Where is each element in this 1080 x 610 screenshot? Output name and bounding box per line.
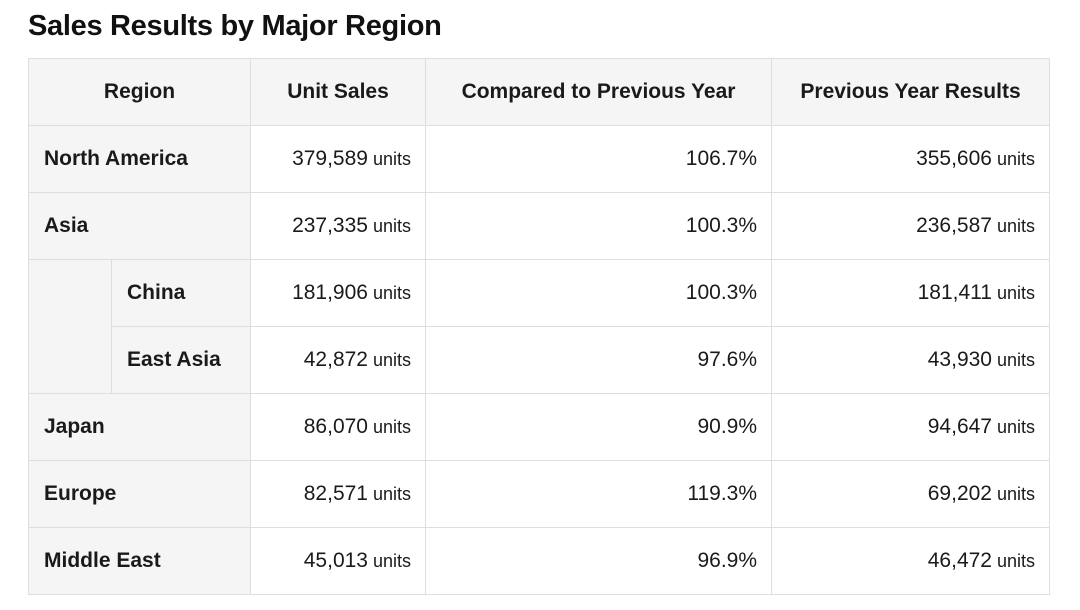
table-row: China 181,906 units 100.3% 181,411 units <box>28 259 1051 394</box>
unit-sales-cell: 181,906 units <box>250 259 427 327</box>
unit-suffix: units <box>996 551 1036 571</box>
previous-cell: 69,202 units <box>771 460 1051 528</box>
table-row: East Asia 42,872 units 97.6% 43,930 units <box>29 326 1051 394</box>
previous-value: 355,606 <box>916 147 992 170</box>
compared-cell: 96.9% <box>425 527 773 595</box>
region-cell: Europe <box>27 460 252 528</box>
unit-sales-cell: 45,013 units <box>250 527 427 595</box>
unit-sales-cell: 42,872 units <box>250 326 427 394</box>
region-group-spacer <box>28 259 112 394</box>
previous-value: 236,587 <box>916 214 992 237</box>
unit-sales-cell: 237,335 units <box>250 192 427 260</box>
subregion-cell: China <box>110 259 252 327</box>
unit-sales-value: 45,013 <box>303 549 368 572</box>
previous-value: 43,930 <box>927 348 992 371</box>
page-title: Sales Results by Major Region <box>28 10 442 42</box>
previous-cell: 355,606 units <box>771 125 1051 193</box>
compared-cell: 119.3% <box>425 460 773 528</box>
unit-sales-value: 42,872 <box>303 348 368 371</box>
table-row: Europe 82,571 units 119.3% 69,202 units <box>27 460 1051 528</box>
unit-sales-value: 181,906 <box>292 281 368 304</box>
unit-suffix: units <box>996 283 1036 303</box>
previous-cell: 94,647 units <box>771 393 1051 461</box>
unit-suffix: units <box>372 350 412 370</box>
unit-suffix: units <box>996 484 1036 504</box>
table-header-row: Region Unit Sales Compared to Previous Y… <box>27 58 1051 126</box>
unit-sales-value: 82,571 <box>303 482 368 505</box>
unit-suffix: units <box>372 149 412 169</box>
unit-suffix: units <box>372 551 412 571</box>
table-row: Asia 237,335 units 100.3% 236,587 units <box>27 192 1051 260</box>
region-cell: North America <box>27 125 252 193</box>
header-compared: Compared to Previous Year <box>425 58 773 126</box>
unit-suffix: units <box>996 216 1036 236</box>
previous-cell: 46,472 units <box>771 527 1051 595</box>
unit-sales-cell: 379,589 units <box>250 125 427 193</box>
table-row: Japan 86,070 units 90.9% 94,647 units <box>27 393 1051 461</box>
unit-sales-value: 237,335 <box>292 214 368 237</box>
unit-sales-cell: 82,571 units <box>250 460 427 528</box>
compared-cell: 90.9% <box>425 393 773 461</box>
unit-sales-value: 86,070 <box>303 415 368 438</box>
table-row: Middle East 45,013 units 96.9% 46,472 unit… <box>27 527 1051 595</box>
header-unit-sales: Unit Sales <box>250 58 427 126</box>
region-cell: Middle East <box>27 527 252 595</box>
unit-sales-cell: 86,070 units <box>250 393 427 461</box>
unit-suffix: units <box>996 350 1036 370</box>
header-region: Region <box>27 58 252 126</box>
previous-cell: 181,411 units <box>771 259 1051 327</box>
header-previous: Previous Year Results <box>771 58 1051 126</box>
unit-sales-value: 379,589 <box>292 147 368 170</box>
unit-suffix: units <box>372 484 412 504</box>
region-cell: Japan <box>27 393 252 461</box>
unit-suffix: units <box>996 149 1036 169</box>
sales-table: Region Unit Sales Compared to Previous Y… <box>27 58 1051 595</box>
subregion-cell: East Asia <box>110 326 252 394</box>
compared-cell: 106.7% <box>425 125 773 193</box>
unit-suffix: units <box>372 417 412 437</box>
compared-cell: 100.3% <box>425 259 773 327</box>
unit-suffix: units <box>372 283 412 303</box>
previous-value: 181,411 <box>917 281 992 304</box>
unit-suffix: units <box>996 417 1036 437</box>
previous-value: 69,202 <box>927 482 992 505</box>
region-cell: Asia <box>27 192 252 260</box>
table-row: North America 379,589 units 106.7% 355,60… <box>27 125 1051 193</box>
compared-cell: 97.6% <box>425 326 773 394</box>
previous-value: 94,647 <box>927 415 992 438</box>
unit-suffix: units <box>372 216 412 236</box>
previous-value: 46,472 <box>927 549 992 572</box>
previous-cell: 43,930 units <box>771 326 1051 394</box>
previous-cell: 236,587 units <box>771 192 1051 260</box>
compared-cell: 100.3% <box>425 192 773 260</box>
